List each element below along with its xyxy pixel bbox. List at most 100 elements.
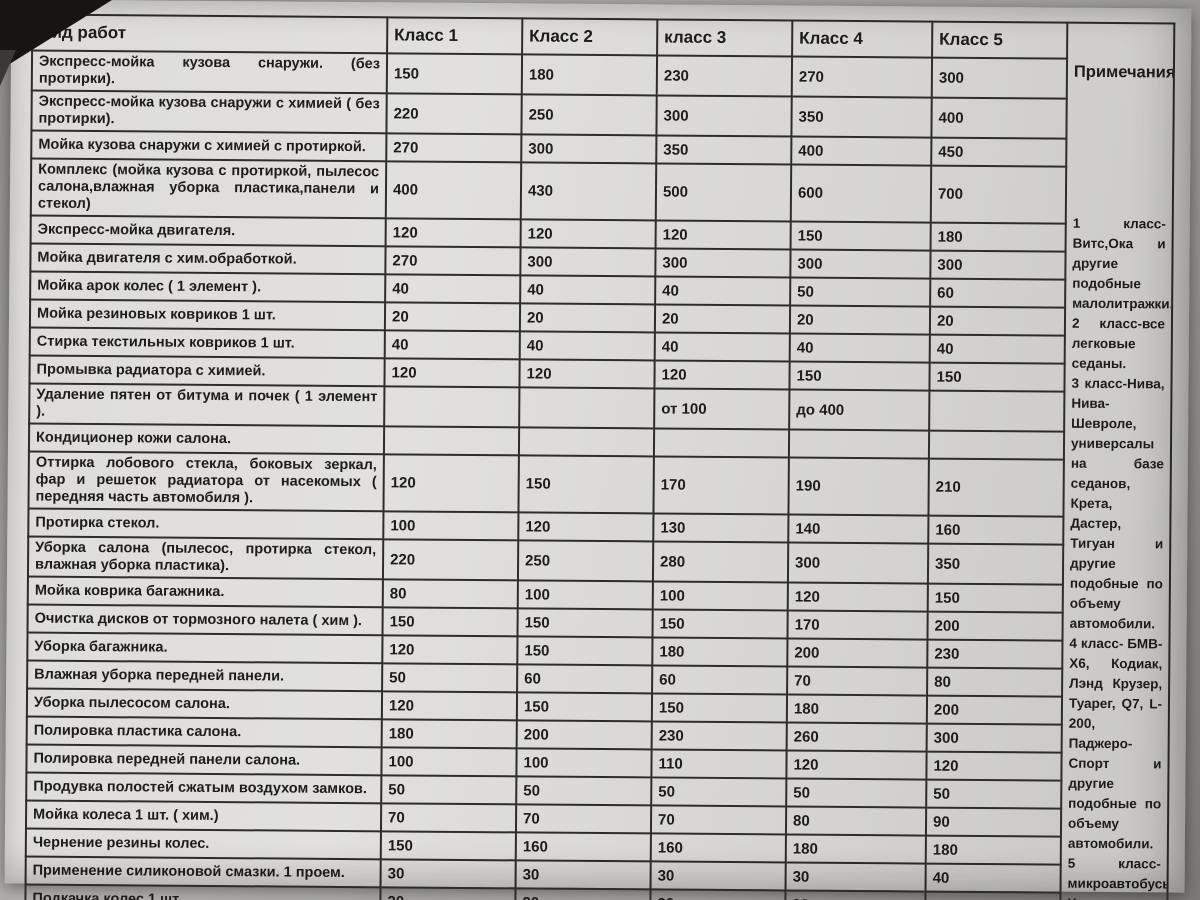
price-cell: до 400 bbox=[789, 389, 930, 431]
price-cell: 50 bbox=[790, 277, 931, 307]
price-cell bbox=[928, 430, 1065, 460]
price-cell: 130 bbox=[653, 513, 789, 543]
price-cell: 40 bbox=[520, 275, 656, 305]
price-cell: 450 bbox=[931, 137, 1067, 167]
price-cell: 300 bbox=[520, 247, 656, 277]
price-cell bbox=[519, 387, 655, 429]
price-cell: 220 bbox=[386, 93, 522, 135]
price-cell: 220 bbox=[382, 539, 519, 581]
header-class-5: Класс 5 bbox=[932, 21, 1068, 59]
price-cell: 40 bbox=[654, 332, 790, 362]
price-cell: 350 bbox=[927, 543, 1064, 585]
work-type-cell: Оттирка лобового стекла, боковых зеркал,… bbox=[28, 451, 384, 512]
price-cell: 150 bbox=[386, 53, 523, 95]
price-cell: 150 bbox=[927, 583, 1063, 613]
price-cell: 20 bbox=[650, 889, 786, 900]
price-cell: 40 bbox=[655, 276, 791, 306]
price-cell: 40 bbox=[929, 334, 1065, 364]
price-cell bbox=[383, 426, 520, 456]
price-cell: 50 bbox=[651, 777, 787, 807]
price-cell: 20 bbox=[380, 887, 516, 900]
work-type-cell: Очистка дисков от тормозного налета ( хи… bbox=[27, 604, 383, 636]
price-cell: 230 bbox=[927, 639, 1063, 669]
price-cell: 180 bbox=[652, 637, 788, 667]
work-type-cell: Уборка пылесосом салона. bbox=[26, 688, 383, 720]
price-cell: 120 bbox=[384, 358, 520, 388]
price-cell: 100 bbox=[383, 511, 519, 541]
price-cell bbox=[653, 428, 790, 458]
price-cell: 700 bbox=[930, 165, 1067, 224]
price-cell: 50 bbox=[381, 775, 517, 805]
notes-cell: Примечания 1 класс- Витс,Ока и другие по… bbox=[1059, 22, 1175, 900]
price-cell: 80 bbox=[927, 667, 1063, 697]
notes-paragraph: 5 класс- микроавтобусы, Хаммер, Тундра и… bbox=[1067, 855, 1175, 900]
price-cell: 160 bbox=[928, 515, 1064, 545]
price-cell: 180 bbox=[786, 694, 928, 724]
price-cell: 170 bbox=[653, 456, 789, 515]
work-type-cell: Уборка багажника. bbox=[27, 632, 383, 664]
work-type-cell: Полировка пластика салона. bbox=[26, 716, 382, 748]
work-type-cell: Полировка передней панели салона. bbox=[26, 744, 382, 776]
price-cell: 100 bbox=[381, 747, 517, 777]
price-cell: 60 bbox=[517, 664, 653, 694]
price-cell bbox=[384, 386, 520, 428]
price-cell: 20 bbox=[384, 302, 521, 332]
price-cell: 260 bbox=[786, 722, 927, 752]
price-cell: 210 bbox=[928, 458, 1064, 517]
price-cell: 120 bbox=[787, 582, 928, 612]
price-cell: 70 bbox=[650, 805, 787, 835]
price-cell: 160 bbox=[515, 832, 651, 862]
price-cell: 80 bbox=[785, 806, 927, 836]
price-cell: 150 bbox=[380, 831, 516, 861]
price-cell: 20 bbox=[519, 303, 656, 333]
price-cell: 30 bbox=[515, 860, 651, 890]
work-type-cell: Мойка арок колес ( 1 элемент ). bbox=[30, 271, 386, 303]
work-type-cell: Мойка коврика багажника. bbox=[27, 576, 383, 608]
price-cell: 40 bbox=[385, 274, 521, 304]
price-cell: 120 bbox=[382, 635, 518, 665]
notes-paragraph: 2 класс-все легковые седаны. bbox=[1071, 315, 1166, 371]
header-class-2: Класс 2 bbox=[522, 18, 658, 56]
price-cell bbox=[929, 390, 1065, 432]
price-cell: 20 bbox=[925, 891, 1061, 900]
work-type-cell: Мойка колеса 1 шт. ( хим.) bbox=[25, 800, 382, 832]
price-cell: 20 bbox=[654, 304, 791, 334]
price-cell: 400 bbox=[931, 97, 1067, 139]
work-type-cell: Экспресс-мойка кузова снаружи с химией (… bbox=[31, 90, 387, 134]
price-cell: 20 bbox=[929, 306, 1066, 336]
price-cell: 60 bbox=[652, 665, 788, 695]
price-cell: 190 bbox=[788, 457, 929, 516]
notes-paragraph: 4 класс- БМВ-Х6, Кодиак, Лэнд Крузер, Ту… bbox=[1067, 635, 1163, 851]
price-cell: 120 bbox=[926, 751, 1062, 781]
price-cell: 50 bbox=[926, 779, 1062, 809]
price-cell: 300 bbox=[655, 248, 791, 278]
price-cell: 20 bbox=[515, 888, 651, 900]
work-type-cell: Протирка стекол. bbox=[28, 508, 384, 540]
price-cell: 40 bbox=[789, 333, 930, 363]
price-cell: 120 bbox=[654, 360, 790, 390]
work-type-cell: Кондиционер кожи салона. bbox=[28, 423, 385, 455]
price-cell: 300 bbox=[931, 57, 1068, 99]
work-type-cell: Мойка кузова снаружи с химией с протирко… bbox=[31, 130, 387, 162]
price-cell: 100 bbox=[516, 748, 652, 778]
price-cell: 70 bbox=[380, 803, 517, 833]
price-cell: 150 bbox=[652, 609, 788, 639]
price-cell: 120 bbox=[518, 512, 654, 542]
price-cell: 180 bbox=[925, 835, 1061, 865]
header-class-3: класс 3 bbox=[657, 19, 793, 57]
price-cell: 30 bbox=[785, 862, 926, 892]
price-table: Вид работ Класс 1 Класс 2 класс 3 Класс … bbox=[24, 14, 1176, 900]
price-cell: 40 bbox=[384, 330, 520, 360]
price-cell: 350 bbox=[656, 135, 792, 165]
table-row: Комплекс (мойка кузова с протиркой, пыле… bbox=[30, 158, 1173, 225]
work-type-cell: Мойка резиновых ковриков 1 шт. bbox=[29, 299, 386, 331]
price-cell: 20 bbox=[785, 890, 926, 900]
price-cell: 300 bbox=[656, 95, 792, 137]
price-cell: 150 bbox=[517, 636, 653, 666]
price-cell: 120 bbox=[786, 750, 927, 780]
price-cell: 350 bbox=[791, 96, 932, 138]
price-cell: 300 bbox=[930, 250, 1066, 280]
price-cell: 270 bbox=[385, 246, 521, 276]
price-cell: 200 bbox=[787, 638, 928, 668]
price-cell: 20 bbox=[789, 305, 931, 335]
